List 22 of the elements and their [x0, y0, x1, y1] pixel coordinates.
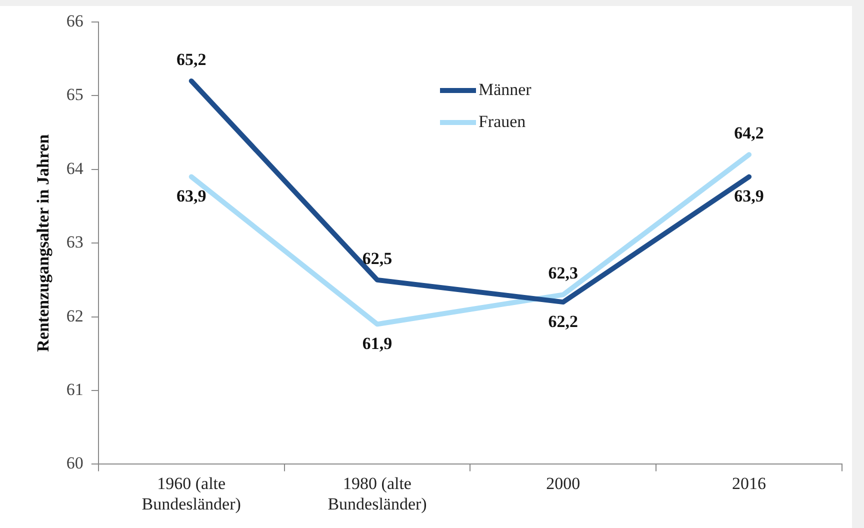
y-tick-label: 62: [66, 306, 84, 326]
x-tick-label: 1960 (alte Bundesländer): [142, 474, 241, 514]
y-tick-label: 65: [66, 85, 84, 104]
data-label: 63,9: [734, 186, 764, 206]
x-tick-label: 1980 (alte Bundesländer): [328, 474, 427, 514]
x-tick-label: 2016: [732, 474, 766, 493]
data-label: 63,9: [176, 186, 206, 206]
y-tick-label: 66: [66, 11, 84, 30]
y-tick-label: 60: [66, 454, 84, 473]
legend-label: Frauen: [478, 112, 526, 132]
legend-label: Männer: [478, 80, 532, 100]
y-tick-label: 63: [66, 232, 84, 252]
data-label: 62,3: [548, 264, 578, 283]
x-tick-label: 2000: [546, 474, 580, 493]
data-label: 65,2: [176, 50, 206, 69]
y-tick-label: 61: [66, 380, 84, 399]
data-label: 61,9: [362, 334, 392, 354]
y-tick-label: 64: [66, 158, 84, 178]
data-label: 64,2: [734, 124, 764, 143]
data-label: 62,2: [548, 312, 578, 331]
y-axis-title: Rentenzugangsalter in Jahren: [34, 134, 53, 352]
data-label: 62,5: [362, 248, 392, 268]
